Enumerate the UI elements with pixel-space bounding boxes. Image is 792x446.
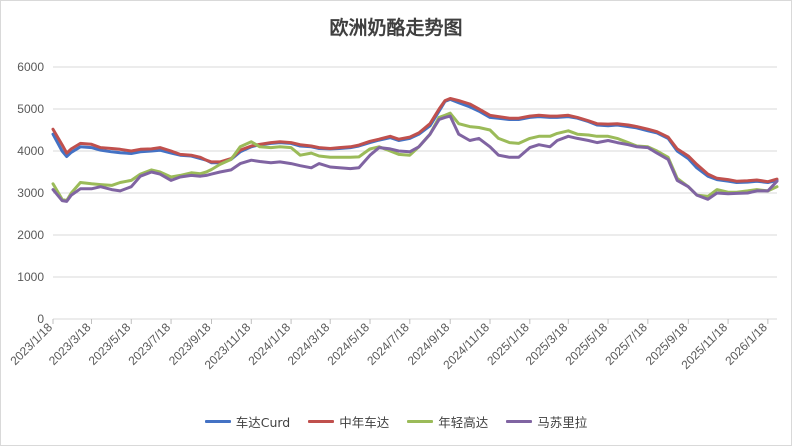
y-tick-label: 1000 (17, 270, 44, 284)
x-tick-label: 2024/7/18 (364, 320, 412, 368)
x-tick-label: 2023/5/18 (86, 320, 134, 368)
x-tick-label: 2024/3/18 (285, 320, 333, 368)
legend-swatch (308, 420, 335, 423)
y-tick-label: 2000 (17, 228, 44, 242)
x-tick-label: 2025/3/18 (523, 320, 571, 368)
y-tick-label: 5000 (17, 102, 44, 116)
x-tick-label: 2024/5/18 (324, 320, 372, 368)
x-tick-label: 2026/1/18 (722, 320, 770, 368)
y-tick-label: 0 (37, 312, 44, 326)
series-line-4 (51, 114, 779, 203)
legend-label: 中年车达 (339, 415, 390, 430)
legend-label: 年轻高达 (438, 415, 489, 430)
y-tick-label: 4000 (17, 144, 44, 158)
legend-item-3: 年轻高达 (407, 412, 488, 431)
x-tick-label: 2023/3/18 (46, 320, 94, 368)
legend-swatch (204, 420, 231, 423)
legend-swatch (506, 420, 533, 423)
x-tick-label: 2025/5/18 (563, 320, 611, 368)
y-tick-label: 6000 (17, 60, 44, 74)
legend-item-1: 车达Curd (204, 412, 291, 431)
series-line-2 (51, 97, 779, 184)
legend-swatch (407, 420, 434, 423)
x-tick-label: 2025/7/18 (602, 320, 650, 368)
y-tick-label: 3000 (17, 186, 44, 200)
chart-legend: 车达Curd 中年车达 年轻高达 马苏里拉 (1, 412, 791, 431)
x-tick-label: 2023/7/18 (126, 320, 174, 368)
series-line-1 (51, 97, 779, 184)
chart-title: 欧洲奶酪走势图 (329, 17, 463, 39)
legend-label: 车达Curd (235, 415, 291, 430)
series-line-3 (51, 111, 779, 203)
legend-label: 马苏里拉 (537, 415, 588, 430)
legend-item-2: 中年车达 (308, 412, 389, 431)
legend-item-4: 马苏里拉 (506, 412, 587, 431)
